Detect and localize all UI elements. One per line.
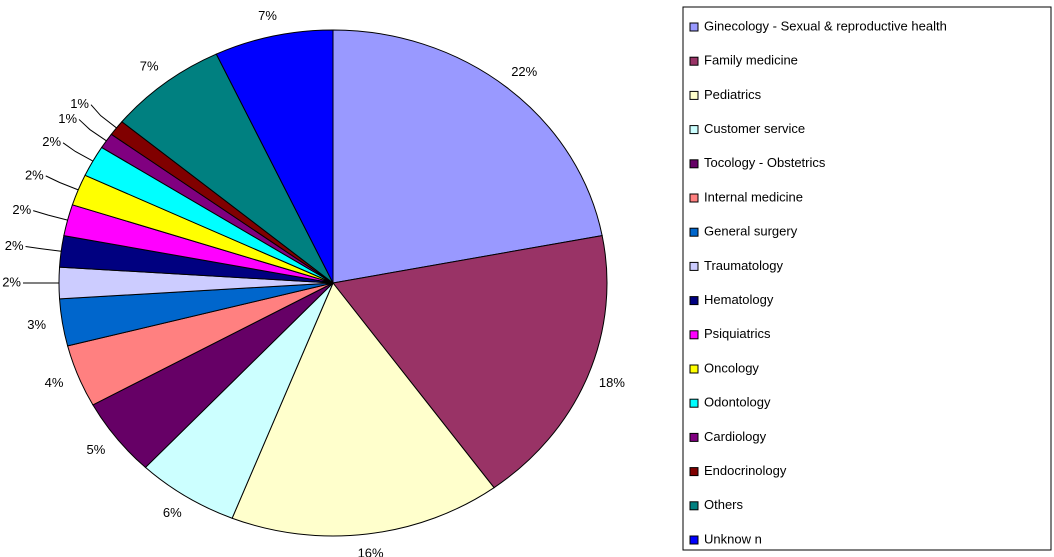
legend-label: Traumatology [704, 258, 783, 273]
pie-slice [231, 282, 495, 537]
legend-swatch [689, 432, 699, 442]
data-label: 5% [87, 442, 106, 457]
data-label: 22% [511, 64, 537, 79]
legend-label: Unknow n [704, 531, 762, 546]
legend-label: Hematology [704, 292, 774, 307]
legend-swatch [689, 330, 699, 340]
legend-swatch [689, 90, 699, 100]
leader-line [33, 210, 68, 221]
data-label: 1% [58, 111, 77, 126]
leader-line [25, 246, 62, 252]
legend-label: Odontology [704, 395, 771, 410]
pie-slice [332, 235, 608, 489]
data-label: 2% [25, 167, 44, 182]
leader-line [78, 119, 107, 142]
legend-label: Psiquiatrics [704, 326, 771, 341]
legend-label: General surgery [704, 224, 798, 239]
legend-label: Endocrinology [704, 463, 787, 478]
legend-label: Family medicine [704, 53, 798, 68]
legend-label: Oncology [704, 360, 759, 375]
legend-swatch [689, 159, 699, 169]
legend-label: Others [704, 497, 744, 512]
legend-label: Ginecology - Sexual & reproductive healt… [704, 18, 947, 33]
data-label: 2% [12, 202, 31, 217]
legend-box [682, 6, 1052, 551]
legend-swatch [689, 501, 699, 511]
legend-swatch [689, 296, 699, 306]
data-label: 3% [27, 317, 46, 332]
data-label: 4% [45, 375, 64, 390]
legend-swatch [689, 535, 699, 545]
legend-label: Pediatrics [704, 87, 762, 102]
legend-swatch [689, 125, 699, 135]
data-label: 16% [358, 545, 384, 557]
data-label: 2% [5, 238, 24, 253]
legend-swatch [689, 398, 699, 408]
leader-line [90, 104, 117, 129]
legend-label: Tocology - Obstetrics [704, 155, 826, 170]
leader-line [62, 142, 94, 162]
data-label: 2% [2, 274, 21, 289]
legend-swatch [689, 56, 699, 66]
legend-swatch [689, 364, 699, 374]
pie-slice [121, 53, 334, 284]
leader-line [45, 175, 79, 191]
data-label: 18% [599, 375, 625, 390]
data-label: 1% [70, 96, 89, 111]
data-label: 7% [140, 59, 159, 74]
legend-swatch [689, 261, 699, 271]
legend-swatch [689, 22, 699, 32]
legend-label: Cardiology [704, 429, 767, 444]
data-label: 7% [258, 8, 277, 23]
pie-slice [215, 29, 334, 284]
legend-label: Internal medicine [704, 189, 803, 204]
legend-label: Customer service [704, 121, 805, 136]
pie-slice [332, 29, 603, 284]
legend-swatch [689, 227, 699, 237]
legend-swatch [689, 193, 699, 203]
data-label: 2% [42, 134, 61, 149]
legend-swatch [689, 467, 699, 477]
data-label: 6% [163, 505, 182, 520]
